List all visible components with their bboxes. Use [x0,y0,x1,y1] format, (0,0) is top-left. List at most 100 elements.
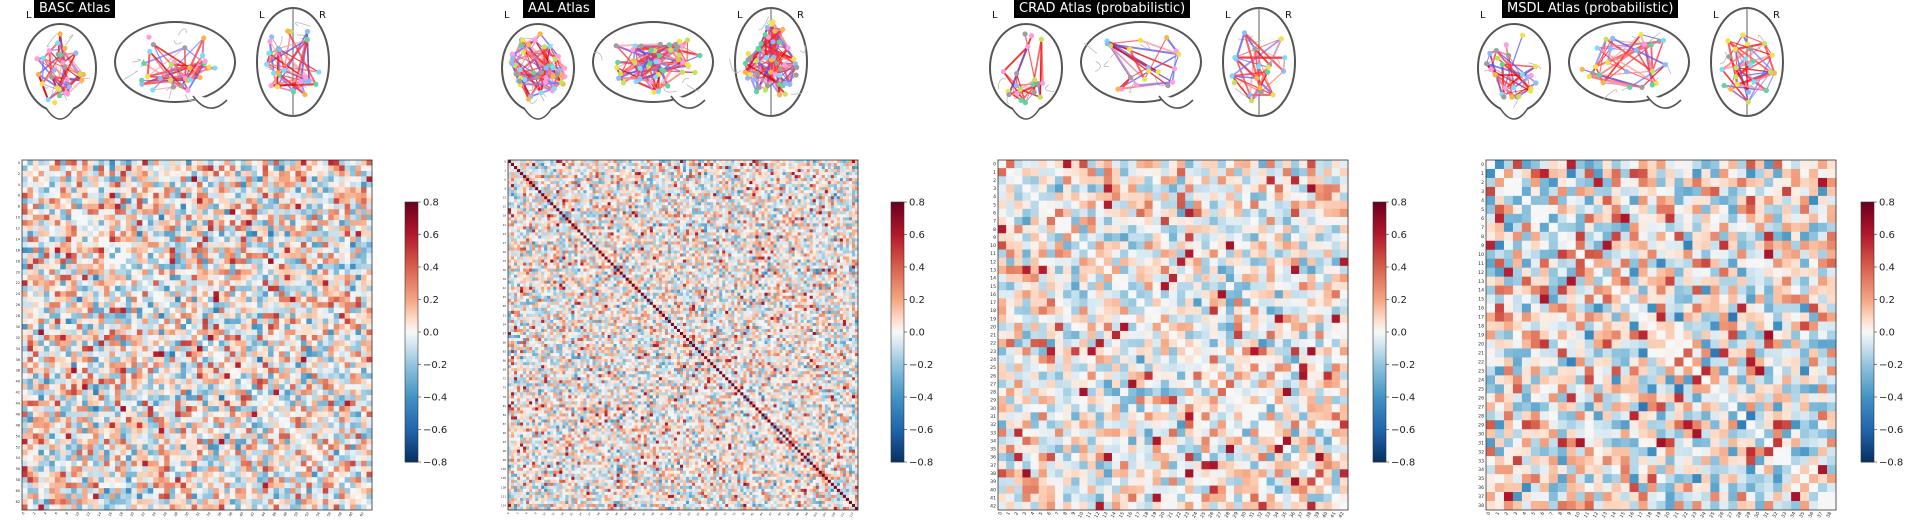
colorbar-step [405,384,418,387]
heatmap-cell [273,165,280,172]
heatmap-cell [257,499,263,505]
heatmap-cell [246,455,252,462]
heatmap-cell [82,367,88,374]
heatmap-cell [235,225,242,232]
connectivity-edge [67,79,83,95]
heatmap-cell [22,389,28,396]
heatmap-cell [311,225,318,232]
region-node [547,43,553,50]
heatmap-cell [273,411,280,418]
heatmap-cell [169,296,176,303]
region-node [145,73,151,80]
heatmap-cell [328,449,335,456]
heatmap-cell [289,340,296,347]
heatmap-cell [54,209,61,215]
heatmap-cell [27,351,34,358]
heatmap-cell [240,422,247,429]
heatmap-cell [197,231,203,237]
heatmap-cell [98,455,105,462]
heatmap-cell [235,362,242,369]
heatmap-cell [131,427,138,434]
heatmap-cell [306,335,313,341]
heatmap-cell [186,231,192,237]
heatmap-cell [98,373,105,380]
heatmap-cell [109,280,116,287]
heatmap-cell [38,176,45,183]
heatmap-cell [38,247,45,254]
heatmap-cell [71,373,77,380]
heatmap-cell [191,187,198,194]
heatmap-cell [87,307,94,314]
heatmap-cell [153,384,160,390]
heatmap-cell [350,455,356,462]
heatmap-cell [317,307,324,314]
x-tick-label: 50 [293,512,299,518]
heatmap-cell [93,280,99,287]
heatmap-cell [317,225,324,232]
heatmap-cell [251,400,258,407]
heatmap-cell [43,187,50,194]
heatmap-cell [339,307,345,314]
heatmap-cell [49,214,56,221]
heatmap-cell [71,187,77,194]
heatmap-cell [71,209,77,215]
heatmap-cell [317,351,324,358]
heatmap-cell [27,258,34,265]
heatmap-cell [246,345,252,352]
heatmap-cell [82,455,88,462]
heatmap-cell [169,499,176,505]
heatmap-cell [366,433,373,440]
heatmap-cell [289,214,296,221]
heatmap-cell [355,406,362,412]
heatmap-cell [76,444,83,451]
heatmap-cell [333,269,340,276]
heatmap-cell [279,422,285,429]
heatmap-cell [153,488,160,494]
heatmap-cell [180,340,187,347]
heatmap-cell [311,482,318,489]
heatmap-cell [158,318,165,325]
heatmap-cell [328,307,335,314]
heatmap-cell [131,395,138,401]
heatmap-cell [311,181,318,188]
heatmap-cell [164,231,170,237]
heatmap-cell [27,427,34,434]
colorbar-step [405,438,418,441]
connectivity-edge [680,45,701,56]
region-node [201,35,207,41]
heatmap-cell [268,406,274,412]
heatmap-cell [60,367,67,374]
heatmap-cell [300,466,307,473]
heatmap-cell [262,389,269,396]
heatmap-cell [300,170,307,177]
heatmap-cell [361,181,367,188]
heatmap-cell [333,160,340,166]
heatmap-cell [207,329,214,336]
heatmap-cell [300,231,307,237]
heatmap-cell [38,302,45,308]
heatmap-cell [38,187,45,194]
heatmap-cell [218,269,225,276]
heatmap-cell [235,209,242,215]
heatmap-cell [136,181,143,188]
heatmap-cell [54,378,61,385]
heatmap-cell [235,493,242,500]
heatmap-cell [109,471,116,478]
heatmap-cell [350,165,356,172]
heatmap-cell [54,422,61,429]
heatmap-cell [175,438,181,445]
heatmap-cell [289,170,296,177]
heatmap-cell [328,427,335,434]
heatmap-cell [43,477,50,483]
heatmap-cell [54,176,61,183]
heatmap-cell [311,192,318,199]
heatmap-cell [295,181,302,188]
heatmap-cell [361,280,367,287]
heatmap-cell [295,280,302,287]
heatmap-cell [350,176,356,183]
heatmap-cell [322,214,329,221]
heatmap-cell [120,466,127,473]
heatmap-cell [328,280,335,287]
heatmap-cell [49,373,56,380]
heatmap-cell [257,302,263,308]
